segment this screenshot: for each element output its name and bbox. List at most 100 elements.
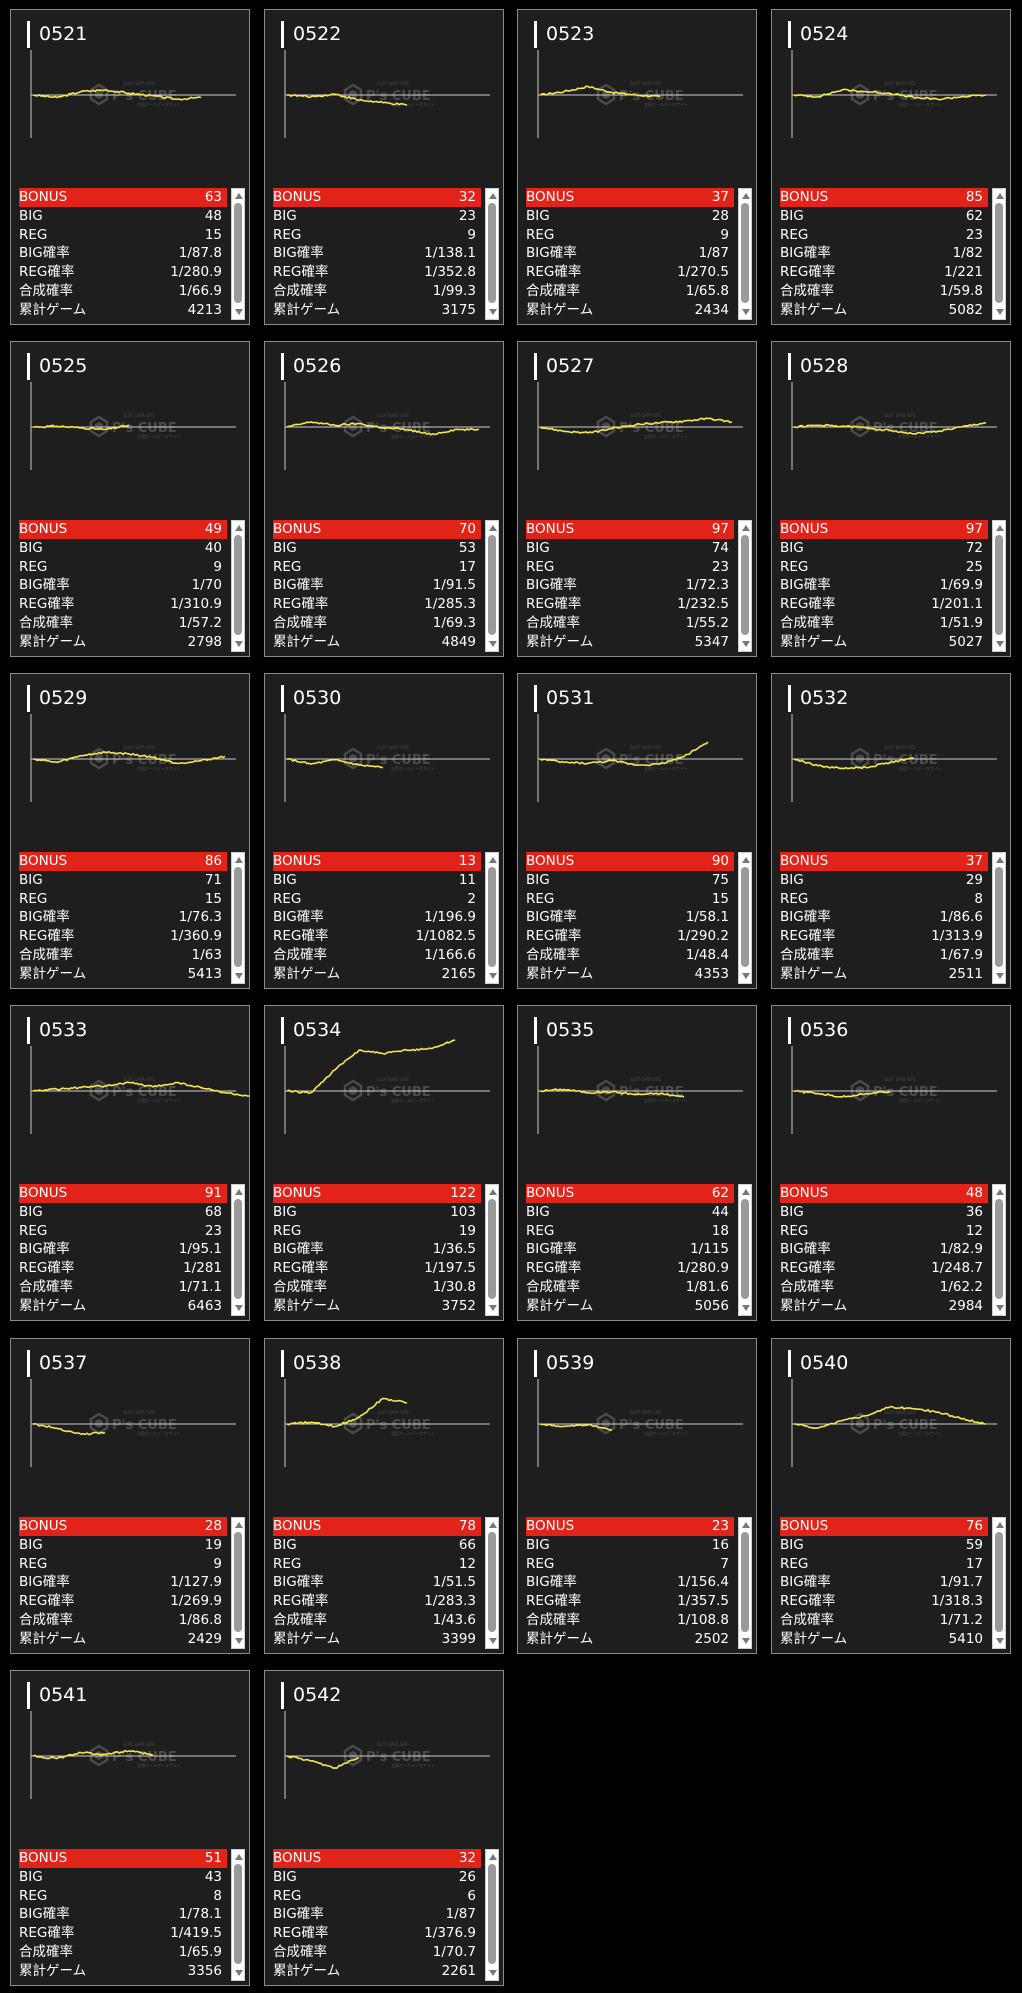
stats-scrollbar[interactable] [485,1517,499,1649]
scroll-thumb[interactable] [995,203,1003,303]
scroll-thumb[interactable] [488,1199,496,1299]
scroll-thumb[interactable] [741,1532,749,1632]
stats-scrollbar[interactable] [485,188,499,320]
machine-card[interactable]: P's CUBE SLOT DATA SITE 全国ホールデータサイト 0526 BON… [264,341,504,657]
scroll-up-arrow-icon[interactable] [235,525,243,531]
scroll-up-arrow-icon[interactable] [489,193,497,199]
scroll-up-arrow-icon[interactable] [489,525,497,531]
scroll-up-arrow-icon[interactable] [489,1189,497,1195]
scroll-up-arrow-icon[interactable] [742,525,750,531]
machine-card[interactable]: P's CUBE SLOT DATA SITE 全国ホールデータサイト 0522 BON… [264,9,504,325]
scroll-down-arrow-icon[interactable] [489,1638,497,1644]
scroll-down-arrow-icon[interactable] [235,973,243,979]
stats-scrollbar[interactable] [738,852,752,984]
scroll-up-arrow-icon[interactable] [235,1854,243,1860]
scroll-thumb[interactable] [234,203,242,303]
scroll-thumb[interactable] [234,867,242,967]
stats-scrollbar[interactable] [738,188,752,320]
scroll-up-arrow-icon[interactable] [235,1189,243,1195]
machine-card[interactable]: P's CUBE SLOT DATA SITE 全国ホールデータサイト 0525 BON… [10,341,250,657]
stats-scrollbar[interactable] [738,1184,752,1316]
scroll-up-arrow-icon[interactable] [489,1854,497,1860]
machine-card[interactable]: P's CUBE SLOT DATA SITE 全国ホールデータサイト 0524 BON… [771,9,1011,325]
machine-card[interactable]: P's CUBE SLOT DATA SITE 全国ホールデータサイト 0531 BON… [517,673,757,989]
stats-scrollbar[interactable] [231,520,245,652]
scroll-down-arrow-icon[interactable] [235,1638,243,1644]
stats-scrollbar[interactable] [992,520,1006,652]
scroll-down-arrow-icon[interactable] [235,309,243,315]
machine-card[interactable]: P's CUBE SLOT DATA SITE 全国ホールデータサイト 0527 BON… [517,341,757,657]
scroll-thumb[interactable] [741,867,749,967]
machine-card[interactable]: P's CUBE SLOT DATA SITE 全国ホールデータサイト 0537 BON… [10,1338,250,1654]
scroll-up-arrow-icon[interactable] [742,193,750,199]
scroll-down-arrow-icon[interactable] [235,1970,243,1976]
scroll-up-arrow-icon[interactable] [742,1189,750,1195]
stats-scrollbar[interactable] [231,1184,245,1316]
scroll-down-arrow-icon[interactable] [742,309,750,315]
machine-card[interactable]: P's CUBE SLOT DATA SITE 全国ホールデータサイト 0539 BON… [517,1338,757,1654]
scroll-thumb[interactable] [995,1532,1003,1632]
scroll-down-arrow-icon[interactable] [996,1638,1004,1644]
scroll-down-arrow-icon[interactable] [489,641,497,647]
stats-scrollbar[interactable] [992,1184,1006,1316]
stats-scrollbar[interactable] [738,520,752,652]
scroll-thumb[interactable] [234,1532,242,1632]
scroll-up-arrow-icon[interactable] [742,1522,750,1528]
scroll-down-arrow-icon[interactable] [742,1638,750,1644]
scroll-down-arrow-icon[interactable] [489,309,497,315]
stats-scrollbar[interactable] [231,852,245,984]
scroll-up-arrow-icon[interactable] [996,193,1004,199]
scroll-down-arrow-icon[interactable] [996,309,1004,315]
scroll-thumb[interactable] [488,535,496,635]
scroll-up-arrow-icon[interactable] [742,857,750,863]
stats-scrollbar[interactable] [992,188,1006,320]
scroll-thumb[interactable] [995,867,1003,967]
stats-scrollbar[interactable] [485,520,499,652]
stats-scrollbar[interactable] [485,852,499,984]
machine-card[interactable]: P's CUBE SLOT DATA SITE 全国ホールデータサイト 0532 BON… [771,673,1011,989]
stats-scrollbar[interactable] [231,1849,245,1981]
scroll-thumb[interactable] [741,203,749,303]
scroll-down-arrow-icon[interactable] [235,641,243,647]
machine-card[interactable]: P's CUBE SLOT DATA SITE 全国ホールデータサイト 0536 BON… [771,1005,1011,1321]
scroll-up-arrow-icon[interactable] [235,193,243,199]
scroll-up-arrow-icon[interactable] [996,1189,1004,1195]
scroll-up-arrow-icon[interactable] [489,857,497,863]
stats-scrollbar[interactable] [485,1184,499,1316]
scroll-thumb[interactable] [741,535,749,635]
scroll-down-arrow-icon[interactable] [742,973,750,979]
scroll-up-arrow-icon[interactable] [996,1522,1004,1528]
machine-card[interactable]: P's CUBE SLOT DATA SITE 全国ホールデータサイト 0533 BON… [10,1005,250,1321]
machine-card[interactable]: P's CUBE SLOT DATA SITE 全国ホールデータサイト 0541 BON… [10,1670,250,1986]
scroll-up-arrow-icon[interactable] [235,857,243,863]
scroll-up-arrow-icon[interactable] [996,525,1004,531]
scroll-down-arrow-icon[interactable] [489,1970,497,1976]
scroll-thumb[interactable] [995,535,1003,635]
stats-scrollbar[interactable] [738,1517,752,1649]
scroll-thumb[interactable] [488,203,496,303]
machine-card[interactable]: P's CUBE SLOT DATA SITE 全国ホールデータサイト 0521 BON… [10,9,250,325]
stats-scrollbar[interactable] [992,852,1006,984]
stats-scrollbar[interactable] [231,188,245,320]
scroll-up-arrow-icon[interactable] [489,1522,497,1528]
machine-card[interactable]: P's CUBE SLOT DATA SITE 全国ホールデータサイト 0542 BON… [264,1670,504,1986]
scroll-down-arrow-icon[interactable] [996,1305,1004,1311]
stats-scrollbar[interactable] [485,1849,499,1981]
scroll-up-arrow-icon[interactable] [235,1522,243,1528]
scroll-thumb[interactable] [488,867,496,967]
scroll-down-arrow-icon[interactable] [235,1305,243,1311]
machine-card[interactable]: P's CUBE SLOT DATA SITE 全国ホールデータサイト 0535 BON… [517,1005,757,1321]
scroll-thumb[interactable] [234,535,242,635]
scroll-thumb[interactable] [234,1199,242,1299]
machine-card[interactable]: P's CUBE SLOT DATA SITE 全国ホールデータサイト 0529 BON… [10,673,250,989]
scroll-down-arrow-icon[interactable] [489,973,497,979]
scroll-down-arrow-icon[interactable] [742,641,750,647]
stats-scrollbar[interactable] [992,1517,1006,1649]
machine-card[interactable]: P's CUBE SLOT DATA SITE 全国ホールデータサイト 0534 BON… [264,1005,504,1321]
scroll-up-arrow-icon[interactable] [996,857,1004,863]
machine-card[interactable]: P's CUBE SLOT DATA SITE 全国ホールデータサイト 0528 BON… [771,341,1011,657]
stats-scrollbar[interactable] [231,1517,245,1649]
machine-card[interactable]: P's CUBE SLOT DATA SITE 全国ホールデータサイト 0523 BON… [517,9,757,325]
scroll-down-arrow-icon[interactable] [742,1305,750,1311]
scroll-thumb[interactable] [234,1864,242,1964]
